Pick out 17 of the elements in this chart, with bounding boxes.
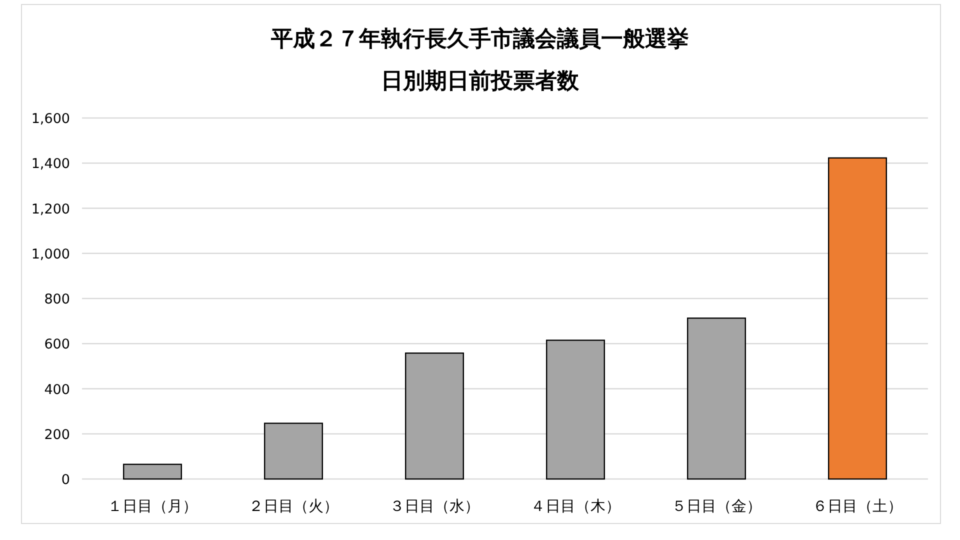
y-tick-label: 800 bbox=[44, 292, 70, 308]
y-tick-label: 1,000 bbox=[31, 246, 70, 262]
y-tick-label: 200 bbox=[44, 426, 70, 443]
y-tick-label: 400 bbox=[44, 382, 70, 398]
y-tick-label: 1,200 bbox=[31, 201, 70, 218]
x-tick-label: ５日目（金） bbox=[672, 497, 762, 515]
x-tick-label: １日目（月） bbox=[108, 497, 198, 515]
title: 平成２７年執行長久手市議会議員一般選挙 bbox=[271, 27, 689, 52]
y-tick-label: 0 bbox=[61, 472, 70, 488]
y-tick-label: 1,600 bbox=[31, 111, 70, 127]
x-tick-label: ４日目（木） bbox=[530, 497, 620, 515]
x-tick-label: ６日目（土） bbox=[812, 497, 902, 515]
y-tick-label: 600 bbox=[44, 336, 70, 353]
x-tick-label: ２日目（火） bbox=[248, 497, 338, 515]
subtitle: 日別期日前投票者数 bbox=[381, 69, 579, 94]
y-tick-label: 1,400 bbox=[31, 156, 70, 172]
x-tick-label: ３日目（水） bbox=[390, 497, 480, 515]
